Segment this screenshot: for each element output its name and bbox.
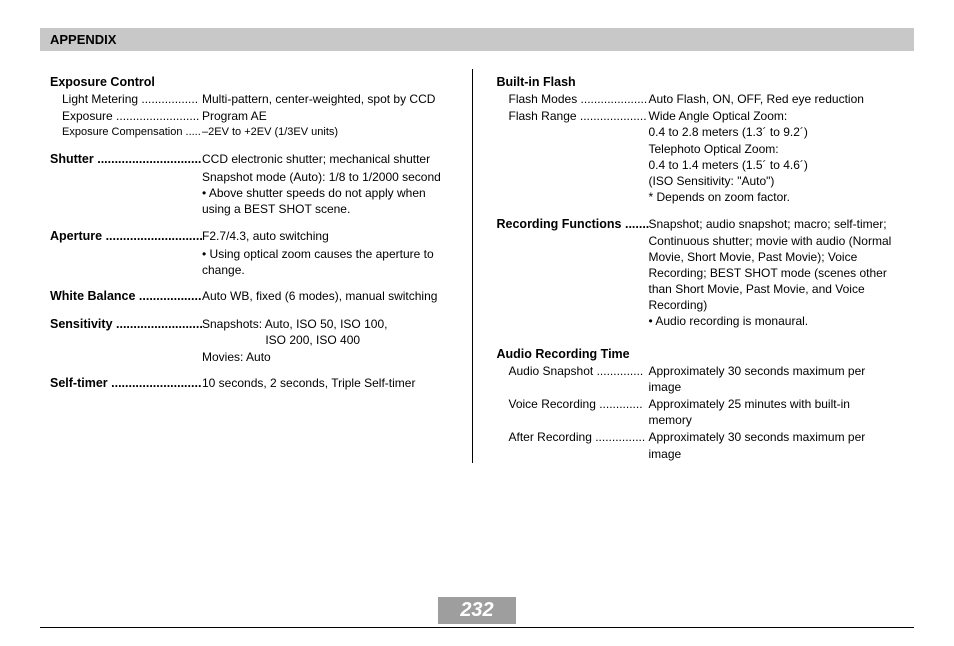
spec-row: White Balance .................... Auto … — [50, 288, 448, 305]
spec-cont: Snapshot mode (Auto): 1/8 to 1/2000 seco… — [50, 169, 448, 185]
spec-value: Approximately 25 minutes with built-in m… — [649, 396, 895, 428]
spec-row: Shutter ............................... … — [50, 151, 448, 168]
spec-value: Approximately 30 seconds maximum per ima… — [649, 429, 895, 461]
spec-row: Self-timer ............................ … — [50, 375, 448, 392]
left-column: Exposure Control Light Metering ........… — [40, 69, 473, 463]
aperture-label: Aperture ............................. — [50, 228, 202, 245]
spec-value: Snapshots: Auto, ISO 50, ISO 100, ISO 20… — [202, 316, 448, 348]
spec-cont: Movies: Auto — [50, 349, 448, 365]
spec-row: Aperture ............................. F… — [50, 228, 448, 245]
spec-cont: • Using optical zoom causes the aperture… — [50, 246, 448, 278]
spec-label: Light Metering ................. — [50, 91, 202, 107]
spec-value: Snapshot; audio snapshot; macro; self-ti… — [649, 216, 895, 329]
right-column: Built-in Flash Flash Modes .............… — [473, 69, 915, 463]
spec-label: Flash Modes .................... — [497, 91, 649, 107]
spec-label: After Recording ............... — [497, 429, 649, 461]
spec-label: Audio Snapshot .............. — [497, 363, 649, 395]
spec-value: Multi-pattern, center-weighted, spot by … — [202, 91, 448, 107]
spec-row: Flash Range .................... Wide An… — [497, 108, 895, 205]
spec-value: Snapshot mode (Auto): 1/8 to 1/2000 seco… — [202, 169, 448, 185]
spec-value: Auto Flash, ON, OFF, Red eye reduction — [649, 91, 895, 107]
spec-value: F2.7/4.3, auto switching — [202, 228, 448, 245]
sensitivity-label: Sensitivity ........................... — [50, 316, 202, 348]
spec-value: • Using optical zoom causes the aperture… — [202, 246, 448, 278]
exposure-control-title: Exposure Control — [50, 75, 448, 89]
spec-value: CCD electronic shutter; mechanical shutt… — [202, 151, 448, 168]
spec-label: Exposure Compensation ..... — [50, 125, 202, 140]
spec-row: After Recording ............... Approxim… — [497, 429, 895, 461]
spec-label: Flash Range .................... — [497, 108, 649, 205]
spec-row: Exposure ......................... Progr… — [50, 108, 448, 124]
spec-row: Sensitivity ........................... … — [50, 316, 448, 348]
spec-value: 10 seconds, 2 seconds, Triple Self-timer — [202, 375, 448, 392]
spec-label: Voice Recording ............. — [497, 396, 649, 428]
spec-value: Program AE — [202, 108, 448, 124]
recording-label: Recording Functions ....... — [497, 216, 649, 329]
bottom-rule — [40, 627, 914, 628]
white-balance-label: White Balance .................... — [50, 288, 202, 305]
spec-row: Light Metering ................. Multi-p… — [50, 91, 448, 107]
spec-row: Voice Recording ............. Approximat… — [497, 396, 895, 428]
spec-value: • Above shutter speeds do not apply when… — [202, 185, 448, 217]
self-timer-label: Self-timer ............................ — [50, 375, 202, 392]
page-number: 232 — [438, 597, 515, 624]
spec-row: Audio Snapshot .............. Approximat… — [497, 363, 895, 395]
spec-row: Flash Modes .................... Auto Fl… — [497, 91, 895, 107]
spec-value: Wide Angle Optical Zoom: 0.4 to 2.8 mete… — [649, 108, 895, 205]
page-number-wrap: 232 — [0, 597, 954, 624]
spec-label: Exposure ......................... — [50, 108, 202, 124]
spec-value: –2EV to +2EV (1/3EV units) — [202, 125, 448, 140]
audio-title: Audio Recording Time — [497, 347, 895, 361]
spec-row: Exposure Compensation ..... –2EV to +2EV… — [50, 125, 448, 140]
shutter-label: Shutter ............................... — [50, 151, 202, 168]
content-columns: Exposure Control Light Metering ........… — [40, 69, 914, 463]
appendix-header: APPENDIX — [40, 28, 914, 51]
spec-value: Auto WB, fixed (6 modes), manual switchi… — [202, 288, 448, 305]
spec-value: Movies: Auto — [202, 349, 448, 365]
flash-title: Built-in Flash — [497, 75, 895, 89]
spec-row: Recording Functions ....... Snapshot; au… — [497, 216, 895, 329]
spec-cont: • Above shutter speeds do not apply when… — [50, 185, 448, 217]
spec-value: Approximately 30 seconds maximum per ima… — [649, 363, 895, 395]
